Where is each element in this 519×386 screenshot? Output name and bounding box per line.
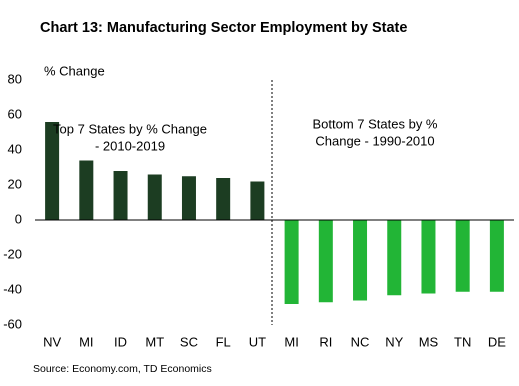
bar xyxy=(318,220,333,303)
annotation: Top 7 States by % Change xyxy=(53,121,207,136)
x-tick-label: SC xyxy=(180,334,198,349)
chart-title: Chart 13: Manufacturing Sector Employmen… xyxy=(40,20,407,36)
x-tick-label: UT xyxy=(249,334,266,349)
y-tick-label: 60 xyxy=(8,106,22,121)
source: Source: Economy.com, TD Economics xyxy=(33,363,212,375)
x-tick-label: TN xyxy=(454,334,471,349)
bar xyxy=(216,178,231,220)
bar xyxy=(489,220,504,292)
x-tick-label: NY xyxy=(385,334,403,349)
annotation: Bottom 7 States by % xyxy=(312,116,437,131)
bar xyxy=(421,220,436,294)
y-tick-label: 80 xyxy=(8,71,22,86)
y-tick-label: -40 xyxy=(3,281,22,296)
bar xyxy=(147,174,162,220)
y-tick-label: 40 xyxy=(8,141,22,156)
bar xyxy=(113,171,128,220)
bar xyxy=(455,220,470,292)
bar xyxy=(79,160,94,220)
bar xyxy=(284,220,299,304)
bar xyxy=(181,176,196,220)
x-tick-label: RI xyxy=(319,334,332,349)
annotation: - 2010-2019 xyxy=(95,138,165,153)
x-tick-label: NV xyxy=(43,334,61,349)
y-axis-label: % Change xyxy=(44,63,105,78)
x-tick-label: ID xyxy=(114,334,127,349)
x-tick-label: NC xyxy=(351,334,370,349)
bar xyxy=(387,220,402,296)
x-tick-label: MI xyxy=(79,334,93,349)
y-tick-label: -20 xyxy=(3,246,22,261)
bar xyxy=(250,181,265,220)
bar xyxy=(353,220,368,301)
x-tick-label: FL xyxy=(216,334,231,349)
annotation: Change - 1990-2010 xyxy=(315,133,434,148)
y-tick-label: 20 xyxy=(8,176,22,191)
bar xyxy=(45,122,60,220)
x-tick-label: MI xyxy=(284,334,298,349)
x-tick-label: MT xyxy=(145,334,164,349)
y-tick-label: -60 xyxy=(3,316,22,331)
x-tick-label: MS xyxy=(419,334,439,349)
x-tick-label: DE xyxy=(488,334,506,349)
y-tick-label: 0 xyxy=(15,211,22,226)
